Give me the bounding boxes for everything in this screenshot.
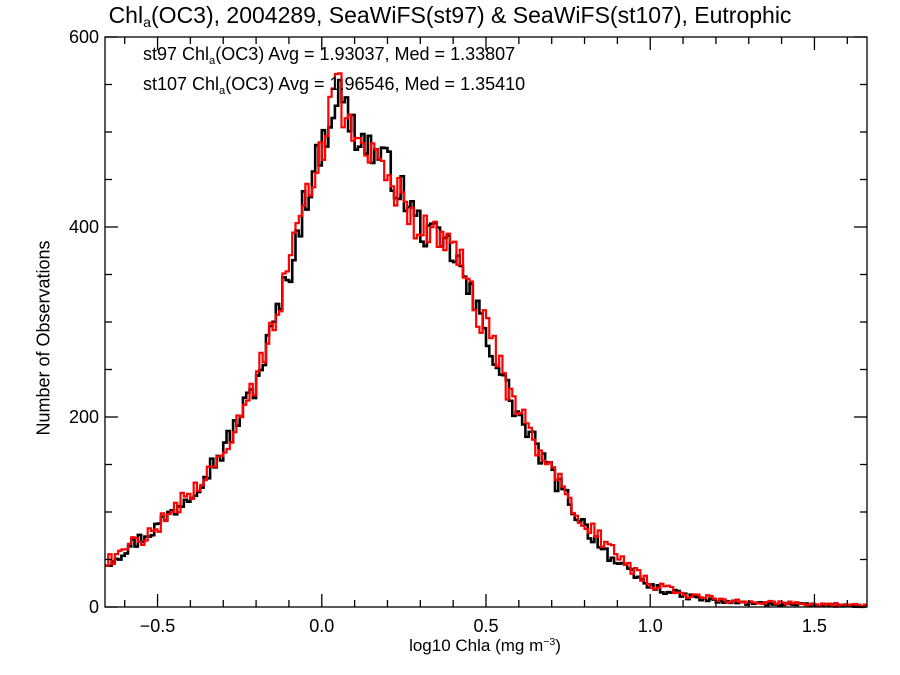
- axes-layer: −0.5 0.0 0.5 1.0 1.5 0 200 400 600: [69, 27, 868, 636]
- y-tick-label: 400: [69, 217, 99, 237]
- y-tick-label: 200: [69, 407, 99, 427]
- y-tick-label: 0: [89, 597, 99, 617]
- x-axis-label: log10 Chla (mg m−3): [409, 636, 561, 655]
- x-tick-label: 0.0: [309, 616, 334, 636]
- x-tick-label: 1.5: [802, 616, 827, 636]
- y-axis-label: Number of Observations: [33, 240, 54, 436]
- x-tick-label: −0.5: [140, 616, 176, 636]
- legend-entry-st97: st97 Chla(OC3) Avg = 1.93037, Med = 1.33…: [143, 44, 516, 67]
- chart-title: Chla(OC3), 2004289, SeaWiFS(st97) & SeaW…: [108, 2, 792, 31]
- plot-frame: [104, 36, 868, 608]
- series-1-histogram-line: [105, 72, 867, 608]
- series-0-histogram-line: [105, 78, 867, 609]
- y-tick-label: 600: [69, 27, 99, 47]
- x-tick-label: 0.5: [473, 616, 498, 636]
- series-layer: [105, 72, 867, 609]
- legend-entry-st107: st107 Chla(OC3) Avg = 1.96546, Med = 1.3…: [143, 74, 526, 97]
- x-tick-label: 1.0: [638, 616, 663, 636]
